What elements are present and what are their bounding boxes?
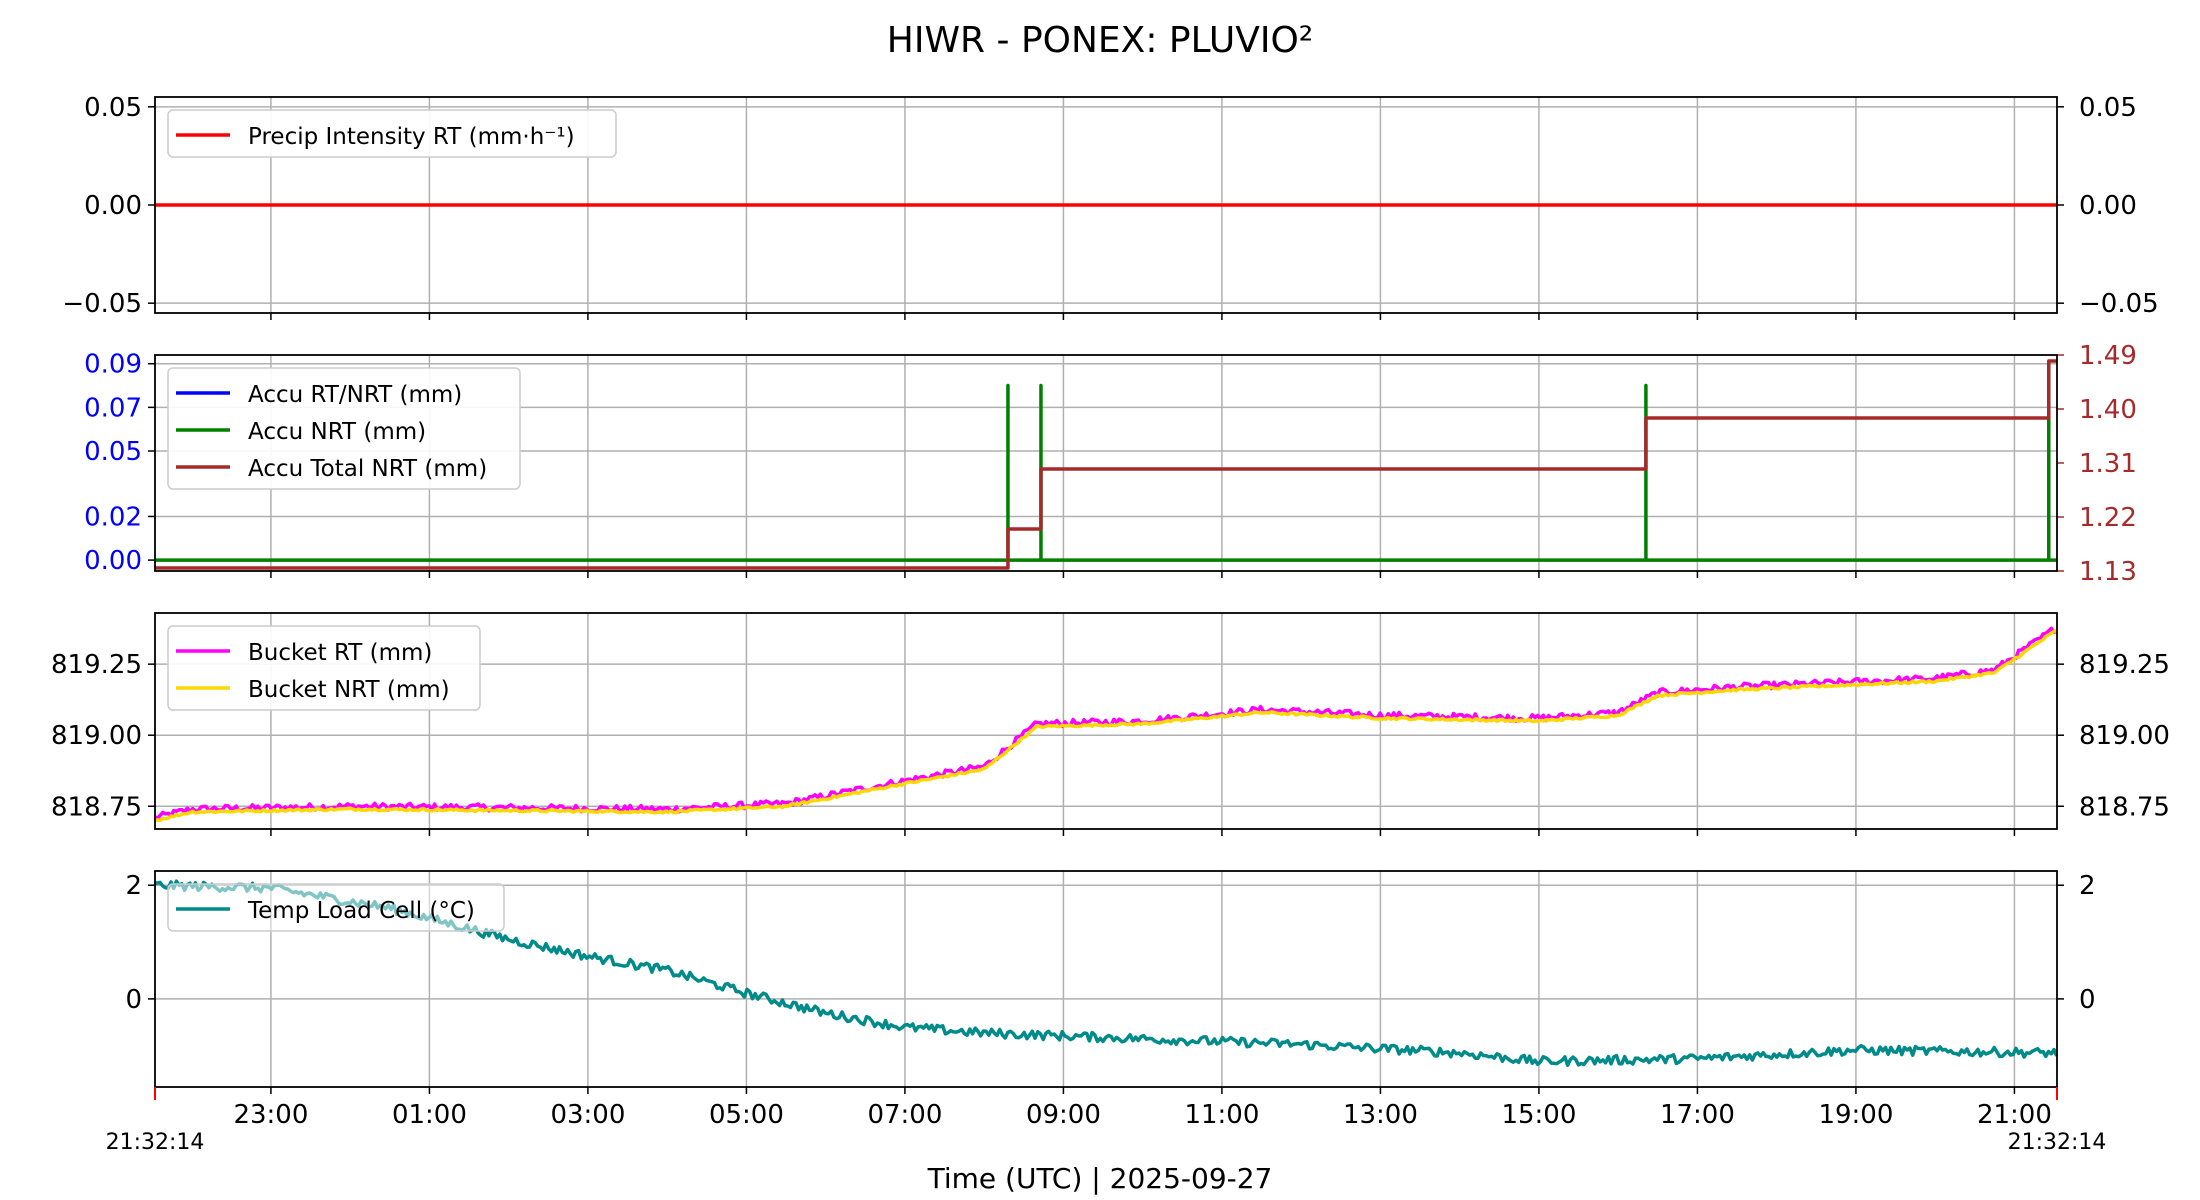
- x-tick-label: 05:00: [709, 1100, 784, 1130]
- right-y-tick-label: 1.40: [2079, 395, 2137, 425]
- legend-label: Accu RT/NRT (mm): [248, 382, 462, 408]
- legend-box: [167, 883, 505, 932]
- x-end-label: 21:32:14: [2008, 1130, 2107, 1155]
- legend-box: [167, 367, 521, 490]
- x-tick-label: 09:00: [1026, 1100, 1101, 1130]
- x-tick-label: 21:00: [1977, 1100, 2052, 1130]
- right-y-tick-label: 819.25: [2079, 650, 2170, 680]
- series-line-1-2: [154, 359, 2057, 570]
- right-y-tick-label: 0: [2079, 985, 2096, 1015]
- y-tick-label: −0.05: [62, 289, 142, 319]
- x-tick-label: 17:00: [1660, 1100, 1735, 1130]
- y-tick-label: 0.05: [84, 437, 142, 467]
- legend-box: [167, 625, 481, 711]
- right-y-tick-label: 1.22: [2079, 503, 2137, 533]
- x-axis-label: Time (UTC) | 2025-09-27: [927, 1162, 1273, 1195]
- right-y-tick-label: 1.13: [2079, 557, 2137, 587]
- y-tick-label: 2: [125, 871, 142, 901]
- legend-label: Bucket NRT (mm): [248, 677, 450, 703]
- legend-label: Accu NRT (mm): [248, 419, 426, 445]
- plot-frame: [154, 354, 2058, 572]
- x-tick-label: 07:00: [867, 1100, 942, 1130]
- x-tick-label: 03:00: [550, 1100, 625, 1130]
- x-tick-label: 13:00: [1343, 1100, 1418, 1130]
- x-tick-label: 11:00: [1184, 1100, 1259, 1130]
- y-tick-label: 0.09: [84, 350, 142, 380]
- series-line-2-1: [154, 628, 2058, 823]
- y-tick-label: 0.05: [84, 93, 142, 123]
- right-y-tick-label: 2: [2079, 871, 2096, 901]
- y-tick-label: 818.75: [51, 792, 142, 822]
- plot-frame: [154, 96, 2058, 314]
- right-y-tick-label: 1.31: [2079, 449, 2137, 479]
- legend-label: Precip Intensity RT (mm·h⁻¹): [248, 124, 575, 150]
- right-y-tick-label: 819.00: [2079, 721, 2170, 751]
- right-y-tick-label: 818.75: [2079, 792, 2170, 822]
- plot-frame: [154, 870, 2058, 1088]
- y-tick-label: 0.00: [84, 546, 142, 576]
- right-y-tick-label: 0.05: [2079, 93, 2137, 123]
- right-y-tick-label: 0.00: [2079, 191, 2137, 221]
- y-tick-label: 0: [125, 985, 142, 1015]
- x-tick-label: 15:00: [1501, 1100, 1576, 1130]
- right-y-tick-label: −0.05: [2079, 289, 2159, 319]
- y-tick-label: 0.00: [84, 191, 142, 221]
- y-tick-label: 0.02: [84, 502, 142, 532]
- y-tick-label: 819.00: [51, 721, 142, 751]
- y-tick-label: 819.25: [51, 650, 142, 680]
- legend-label: Bucket RT (mm): [248, 640, 432, 666]
- legend-box: [167, 109, 617, 158]
- right-y-tick-label: 1.49: [2079, 341, 2137, 371]
- chart-title: HIWR - PONEX: PLUVIO²: [887, 20, 1313, 61]
- legend-label: Temp Load Cell (°C): [247, 898, 475, 924]
- x-start-label: 21:32:14: [106, 1130, 205, 1155]
- chart-panels: 0.05 0.05 0.00 0.00 −0.05 −0.05 Precip Intensi…: [51, 93, 2170, 1130]
- x-tick-label: 23:00: [233, 1100, 308, 1130]
- x-tick-label: 19:00: [1818, 1100, 1893, 1130]
- legend-label: Accu Total NRT (mm): [248, 456, 487, 482]
- y-tick-label: 0.07: [84, 393, 142, 423]
- x-tick-label: 01:00: [392, 1100, 467, 1130]
- plot-frame: [154, 612, 2058, 830]
